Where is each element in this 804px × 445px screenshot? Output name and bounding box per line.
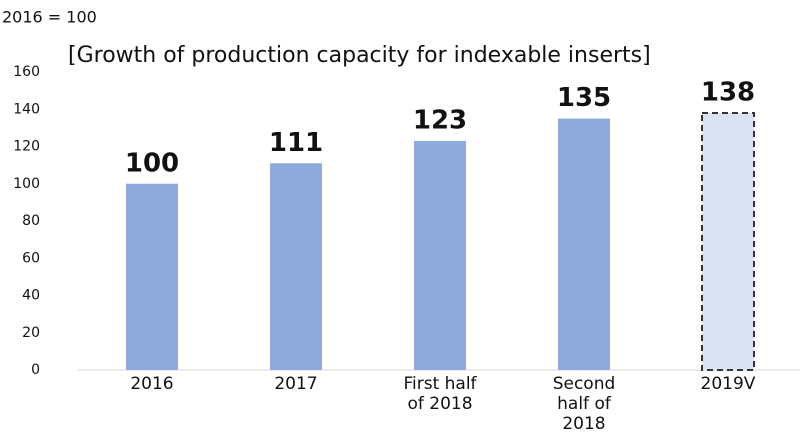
chart-subtitle: 2016 = 100 (2, 8, 97, 27)
data-label: 138 (701, 77, 755, 107)
x-tick-label: Second half of 2018 (552, 374, 616, 434)
bar (558, 118, 610, 370)
data-label: 100 (125, 148, 179, 178)
y-tick-label: 140 (13, 101, 40, 117)
y-tick-label: 0 (31, 362, 40, 378)
y-tick-label: 60 (22, 250, 40, 266)
bar (126, 183, 178, 370)
bar (701, 111, 755, 371)
data-label: 123 (413, 105, 467, 135)
x-tick-label: 2019V (700, 374, 756, 394)
bar (414, 140, 466, 370)
y-tick-label: 20 (22, 325, 40, 341)
x-tick-label: 2017 (274, 374, 318, 394)
data-label: 135 (557, 83, 611, 113)
chart-title: [Growth of production capacity for index… (68, 43, 651, 68)
y-tick-label: 120 (13, 139, 40, 155)
y-tick-label: 160 (13, 64, 40, 80)
x-tick-label: 2016 (130, 374, 174, 394)
y-tick-label: 100 (13, 176, 40, 192)
y-tick-label: 80 (22, 213, 40, 229)
bar (270, 163, 322, 370)
data-label: 111 (269, 128, 323, 158)
y-tick-label: 40 (22, 288, 40, 304)
x-tick-label: First half of 2018 (403, 374, 477, 414)
